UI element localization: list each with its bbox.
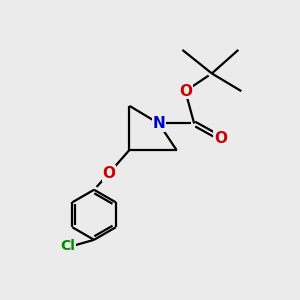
Text: O: O — [214, 131, 227, 146]
Text: Cl: Cl — [61, 239, 76, 253]
Text: O: O — [102, 166, 115, 181]
Text: N: N — [152, 116, 165, 131]
Text: O: O — [179, 84, 192, 99]
